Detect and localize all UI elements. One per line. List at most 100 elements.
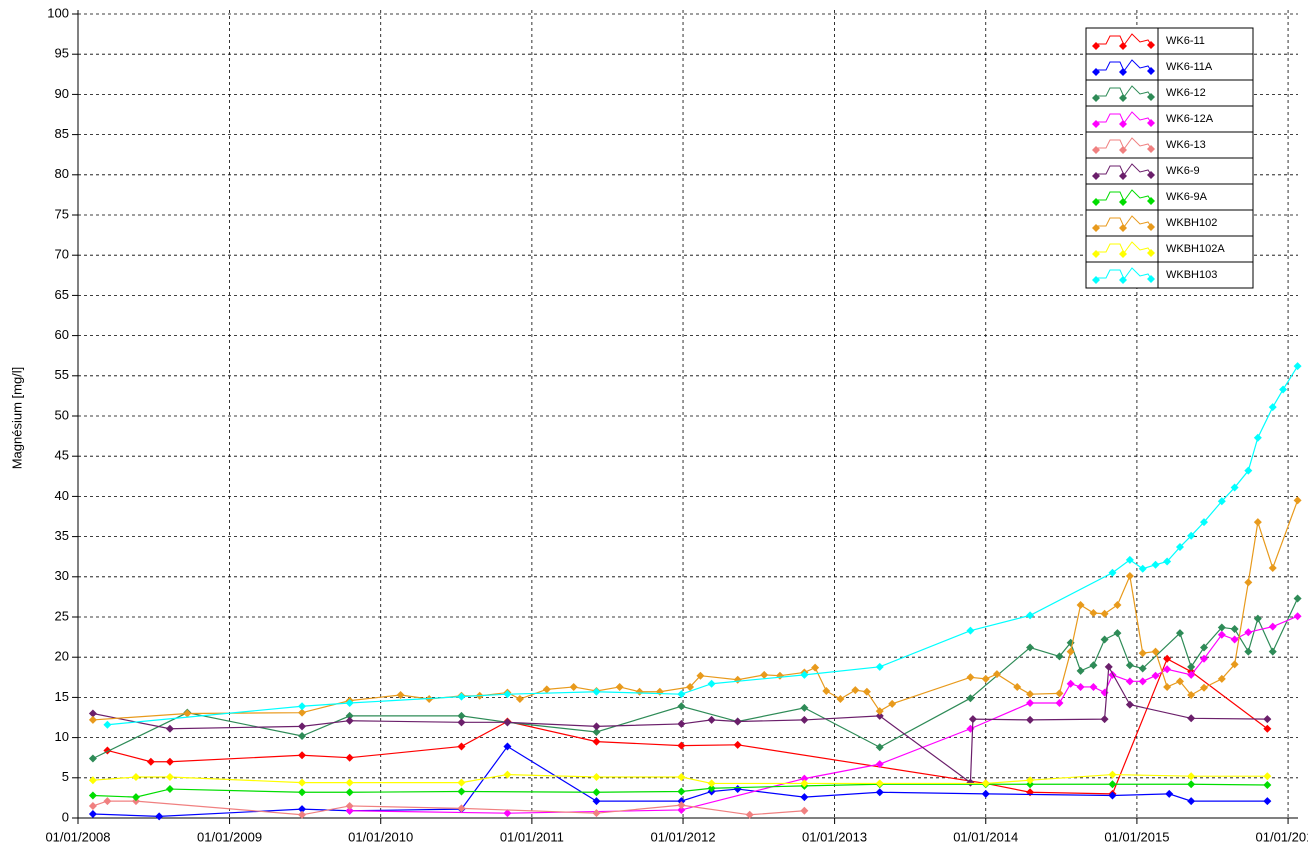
- legend-label: WK6-9A: [1166, 191, 1208, 203]
- legend-label: WK6-11A: [1166, 61, 1213, 73]
- legend-swatch-marker: [1147, 171, 1155, 179]
- data-point: [1076, 666, 1085, 675]
- legend-swatch-marker: [1147, 41, 1155, 49]
- data-point: [875, 711, 884, 720]
- x-tick-label: 01/01/2008: [45, 829, 110, 844]
- y-tick-label: 100: [47, 5, 69, 20]
- legend-swatch-marker: [1119, 224, 1127, 232]
- data-point: [131, 772, 140, 781]
- data-point: [298, 702, 307, 711]
- data-point: [1163, 654, 1172, 663]
- data-point: [1187, 690, 1196, 699]
- data-point: [88, 791, 97, 800]
- data-point: [1175, 677, 1184, 686]
- x-tick-label: 01/01/2014: [953, 829, 1018, 844]
- data-point: [457, 692, 466, 701]
- data-point: [1268, 622, 1277, 631]
- data-point: [1187, 662, 1196, 671]
- data-point: [1026, 780, 1035, 789]
- data-point: [1163, 665, 1172, 674]
- data-point: [165, 757, 174, 766]
- data-point: [1108, 791, 1117, 800]
- data-point: [1293, 496, 1302, 505]
- legend-swatch-marker: [1092, 120, 1100, 128]
- data-point: [707, 679, 716, 688]
- data-point: [981, 789, 990, 798]
- data-point: [298, 788, 307, 797]
- data-point: [875, 743, 884, 752]
- data-point: [733, 717, 742, 726]
- data-point: [1125, 661, 1134, 670]
- data-point: [811, 663, 820, 672]
- data-point: [800, 703, 809, 712]
- data-point: [592, 687, 601, 696]
- series-line: [92, 783, 1268, 798]
- data-point: [1113, 600, 1122, 609]
- legend-swatch-marker: [1119, 198, 1127, 206]
- data-point: [1108, 770, 1117, 779]
- data-point: [1230, 625, 1239, 634]
- data-point: [1279, 385, 1288, 394]
- data-point: [1230, 635, 1239, 644]
- data-point: [1268, 403, 1277, 412]
- data-point: [503, 742, 512, 751]
- data-point: [1187, 797, 1196, 806]
- data-point: [1187, 670, 1196, 679]
- data-point: [457, 787, 466, 796]
- data-point: [165, 785, 174, 794]
- data-point: [457, 804, 466, 813]
- data-point: [733, 785, 742, 794]
- legend-swatch-marker: [1092, 146, 1100, 154]
- data-point: [165, 724, 174, 733]
- y-tick-label: 5: [62, 769, 69, 784]
- data-point: [1108, 780, 1117, 789]
- series-line: [92, 500, 1299, 721]
- data-point: [298, 722, 307, 731]
- data-point: [775, 671, 784, 680]
- series-line: [92, 800, 805, 816]
- y-tick-label: 70: [55, 247, 69, 262]
- data-point: [966, 694, 975, 703]
- legend-swatch-marker: [1092, 276, 1100, 284]
- data-point: [1244, 647, 1253, 656]
- data-point: [592, 809, 601, 818]
- data-point: [615, 682, 624, 691]
- data-point: [1268, 647, 1277, 656]
- data-point: [1187, 772, 1196, 781]
- data-point: [396, 690, 405, 699]
- data-point: [707, 784, 716, 793]
- legend: WK6-11 WK6-11A WK6-12 WK6-12A WK6-13 WK6-9 WK6…: [1085, 27, 1254, 289]
- legend-swatch-marker: [1119, 146, 1127, 154]
- data-point: [592, 788, 601, 797]
- data-point: [1151, 560, 1160, 569]
- data-point: [800, 779, 809, 788]
- data-point: [1293, 362, 1302, 371]
- legend-label: WKBH102A: [1166, 243, 1225, 255]
- data-point: [88, 809, 97, 818]
- data-point: [1217, 623, 1226, 632]
- data-point: [1026, 776, 1035, 785]
- data-point: [1244, 578, 1253, 587]
- data-point: [800, 670, 809, 679]
- y-tick-label: 10: [55, 729, 69, 744]
- data-point: [1199, 654, 1208, 663]
- data-point: [542, 685, 551, 694]
- data-point: [677, 797, 686, 806]
- data-point: [1026, 643, 1035, 652]
- data-point: [1138, 677, 1147, 686]
- data-point: [677, 805, 686, 814]
- data-point: [1175, 543, 1184, 552]
- data-point: [1151, 647, 1160, 656]
- data-point: [1244, 628, 1253, 637]
- data-point: [1293, 612, 1302, 621]
- data-point: [1076, 600, 1085, 609]
- data-point: [1253, 614, 1262, 623]
- data-point: [733, 675, 742, 684]
- data-point: [1175, 629, 1184, 638]
- y-tick-label: 80: [55, 166, 69, 181]
- data-point: [1217, 630, 1226, 639]
- data-point: [131, 793, 140, 802]
- data-point: [1138, 664, 1147, 673]
- data-point: [1187, 780, 1196, 789]
